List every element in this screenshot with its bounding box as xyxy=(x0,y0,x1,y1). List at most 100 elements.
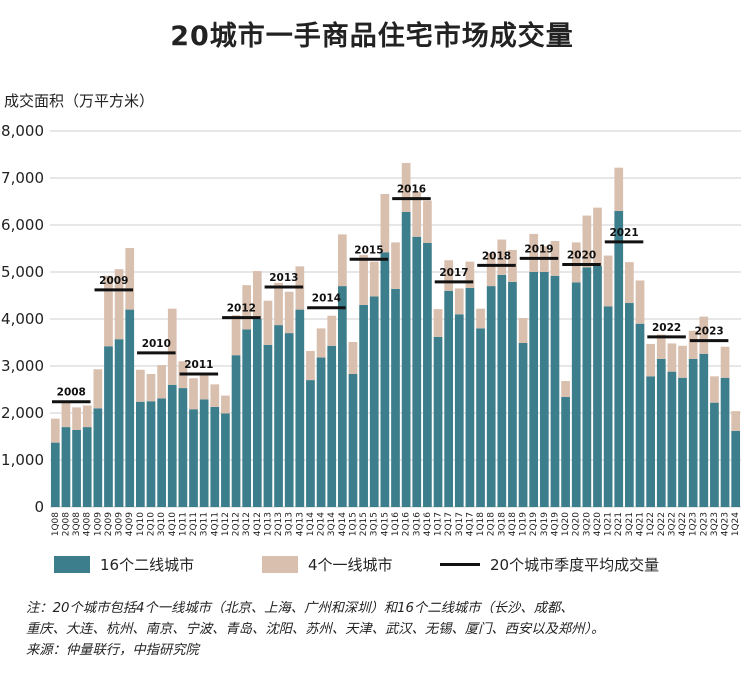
bar-second-tier xyxy=(306,380,315,507)
bar-second-tier xyxy=(646,376,655,507)
average-label: 2011 xyxy=(184,359,213,371)
x-tick-label: 3Q17 xyxy=(455,512,465,536)
bar-first-tier xyxy=(699,316,709,354)
x-tick-label: 4Q21 xyxy=(636,512,646,536)
bar-first-tier xyxy=(710,376,719,403)
bar-second-tier xyxy=(136,401,145,507)
y-tick-label: 2,000 xyxy=(1,404,44,422)
x-tick-label: 4Q18 xyxy=(508,512,518,537)
average-label: 2016 xyxy=(397,184,426,196)
bar-first-tier xyxy=(667,343,677,372)
bar-first-tier xyxy=(72,407,81,430)
bar-second-tier xyxy=(380,252,390,507)
x-tick-label: 3Q21 xyxy=(625,512,635,536)
bar-first-tier xyxy=(114,269,124,340)
bar-first-tier xyxy=(423,200,432,243)
bar-second-tier xyxy=(539,272,549,507)
average-label: 2008 xyxy=(57,387,86,399)
bar-second-tier xyxy=(157,398,166,507)
y-tick-labels: 0 1,000 2,000 3,000 4,000 5,000 6,000 7,000 8,00… xyxy=(1,122,44,516)
bar-second-tier xyxy=(93,408,103,507)
x-tick-label: 1Q10 xyxy=(136,512,146,537)
bar-first-tier xyxy=(369,261,379,297)
bar-second-tier xyxy=(678,377,687,507)
bar-first-tier xyxy=(678,345,687,378)
average-label: 2009 xyxy=(99,275,128,287)
x-tick-label: 2Q20 xyxy=(572,512,582,537)
bar-first-tier xyxy=(306,350,315,381)
legend-swatch-first-tier xyxy=(262,556,298,573)
bar-second-tier xyxy=(316,357,326,507)
bar-first-tier xyxy=(433,309,443,337)
bar-first-tier xyxy=(221,395,230,414)
bar-second-tier xyxy=(699,353,709,507)
bar-second-tier xyxy=(189,409,198,507)
x-tick-label: 1Q12 xyxy=(221,512,231,536)
x-tick-label: 1Q22 xyxy=(646,512,656,536)
bar-second-tier xyxy=(444,290,454,507)
legend-label-second-tier: 16个二线城市 xyxy=(100,556,195,574)
average-label: 2022 xyxy=(652,322,681,334)
bar-second-tier xyxy=(571,282,581,507)
x-tick-label: 1Q15 xyxy=(348,512,358,536)
bar-first-tier xyxy=(348,342,358,374)
bar-first-tier xyxy=(337,234,347,287)
bar-first-tier xyxy=(454,288,464,315)
bar-first-tier xyxy=(476,308,485,329)
bar-second-tier xyxy=(61,427,71,507)
bar-second-tier xyxy=(82,427,92,507)
y-tick-label: 3,000 xyxy=(1,357,44,375)
bar-second-tier xyxy=(529,272,539,507)
legend-swatch-second-tier xyxy=(54,556,90,573)
y-tick-label: 1,000 xyxy=(1,451,44,469)
x-tick-label: 1Q24 xyxy=(731,512,741,537)
x-tick-label: 3Q14 xyxy=(327,512,337,537)
legend-label-first-tier: 4个一线城市 xyxy=(308,556,393,574)
bar-second-tier xyxy=(284,333,294,507)
x-tick-label: 3Q16 xyxy=(412,512,422,537)
legend-item-second-tier: 16个二线城市 xyxy=(54,554,194,575)
y-tick-label: 8,000 xyxy=(1,122,44,140)
average-label: 2013 xyxy=(269,272,298,284)
y-tick-label: 0 xyxy=(34,498,44,516)
bar-first-tier xyxy=(593,207,602,266)
x-tick-label: 2Q09 xyxy=(104,512,114,537)
x-tick-label: 3Q22 xyxy=(667,512,677,536)
bar-second-tier xyxy=(433,336,443,507)
x-tick-label: 2Q08 xyxy=(61,512,71,537)
bar-second-tier xyxy=(178,388,188,507)
bar-first-tier xyxy=(199,373,209,400)
x-tick-label: 2Q16 xyxy=(402,512,412,537)
bar-second-tier xyxy=(412,236,422,507)
bar-first-tier xyxy=(136,369,145,402)
x-tick-label: 4Q14 xyxy=(338,512,348,537)
x-tick-label: 4Q20 xyxy=(593,512,603,537)
bar-second-tier xyxy=(401,211,411,507)
y-tick-label: 5,000 xyxy=(1,263,44,281)
bar-first-tier xyxy=(603,255,613,307)
x-tick-label: 1Q08 xyxy=(51,512,61,537)
bar-second-tier xyxy=(508,281,517,507)
x-tick-label: 2Q13 xyxy=(274,512,284,536)
x-tick-labels: 1Q08 2Q08 3Q08 4Q08 1Q09 2Q09 3Q09 4Q09 1Q10 2Q10… xyxy=(51,512,741,537)
x-tick-label: 4Q15 xyxy=(380,512,390,536)
bar-second-tier xyxy=(635,323,645,507)
bar-second-tier xyxy=(497,274,507,507)
bar-second-tier xyxy=(593,265,602,507)
bar-second-tier xyxy=(337,286,347,507)
x-tick-label: 4Q11 xyxy=(210,512,220,536)
x-tick-label: 2Q22 xyxy=(657,512,667,536)
bar-second-tier xyxy=(210,406,220,507)
bar-second-tier xyxy=(720,377,730,507)
bar-first-tier xyxy=(284,291,294,334)
bar-first-tier xyxy=(242,285,252,330)
x-tick-label: 2Q21 xyxy=(614,512,624,536)
bar-first-tier xyxy=(486,253,496,287)
bar-first-tier xyxy=(646,343,655,377)
bar-second-tier xyxy=(614,210,624,507)
x-tick-label: 2Q17 xyxy=(444,512,454,536)
average-label: 2019 xyxy=(524,243,553,255)
bar-first-tier xyxy=(497,239,507,275)
average-label: 2015 xyxy=(354,244,383,256)
bar-first-tier xyxy=(327,315,337,346)
